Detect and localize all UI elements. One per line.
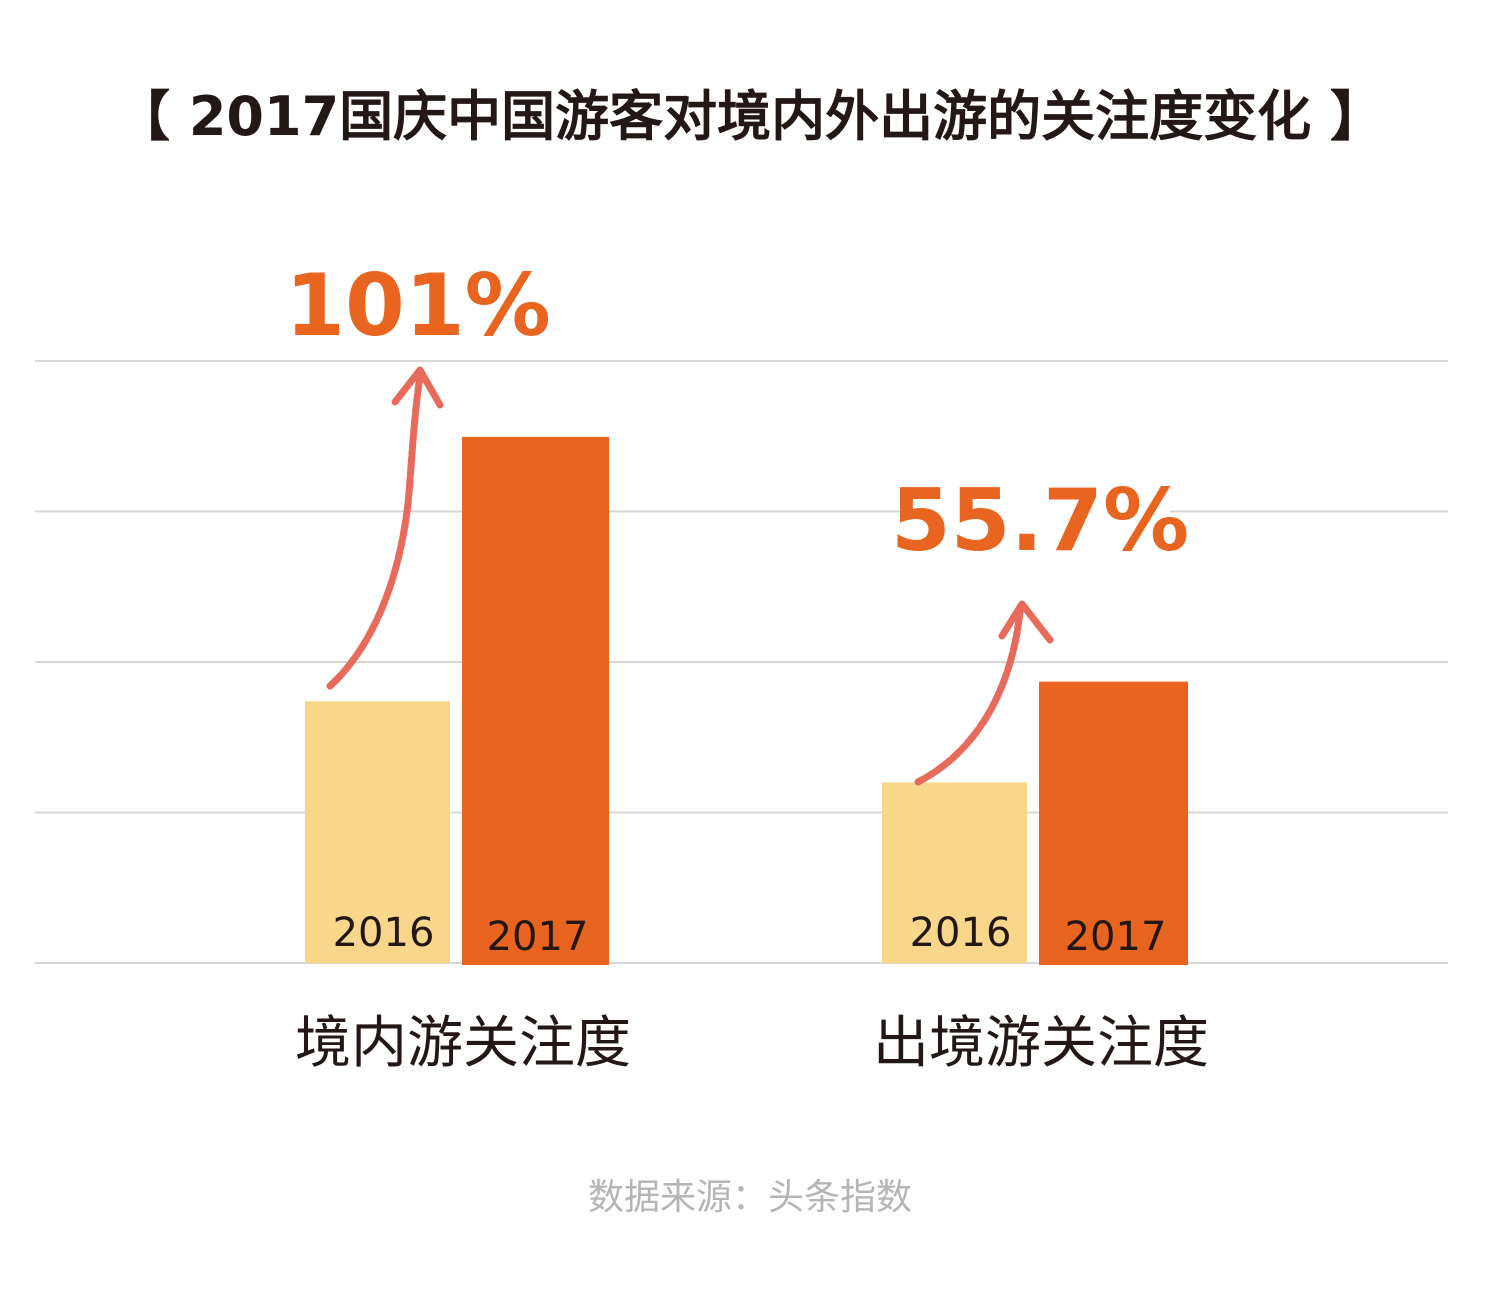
growth-arrowhead (998, 600, 1054, 644)
bar-2016 (305, 701, 450, 963)
growth-arrow (914, 608, 1024, 786)
bar-label-2017: 2017 (1065, 914, 1167, 960)
growth-annotation: 55.7% (891, 471, 1189, 571)
bar-2017 (1039, 681, 1188, 965)
category-label: 境内游关注度 (295, 1011, 631, 1076)
bar-2016 (882, 782, 1027, 963)
chart-title: 【 2017国庆中国游客对境内外出游的关注度变化 】 (116, 85, 1384, 148)
growth-annotation: 101% (285, 256, 551, 356)
data-source-note: 数据来源：头条指数 (587, 1177, 912, 1218)
bar-label-2016: 2016 (910, 910, 1012, 956)
bar-label-2017: 2017 (487, 914, 589, 960)
annotation-bg (310, 265, 526, 355)
category-label: 出境游关注度 (873, 1011, 1209, 1076)
annotation-bg (910, 480, 1170, 570)
growth-arrowhead (391, 366, 444, 409)
growth-arrow (326, 372, 424, 690)
bar-2017 (462, 436, 609, 965)
bar-label-2016: 2016 (333, 910, 435, 956)
